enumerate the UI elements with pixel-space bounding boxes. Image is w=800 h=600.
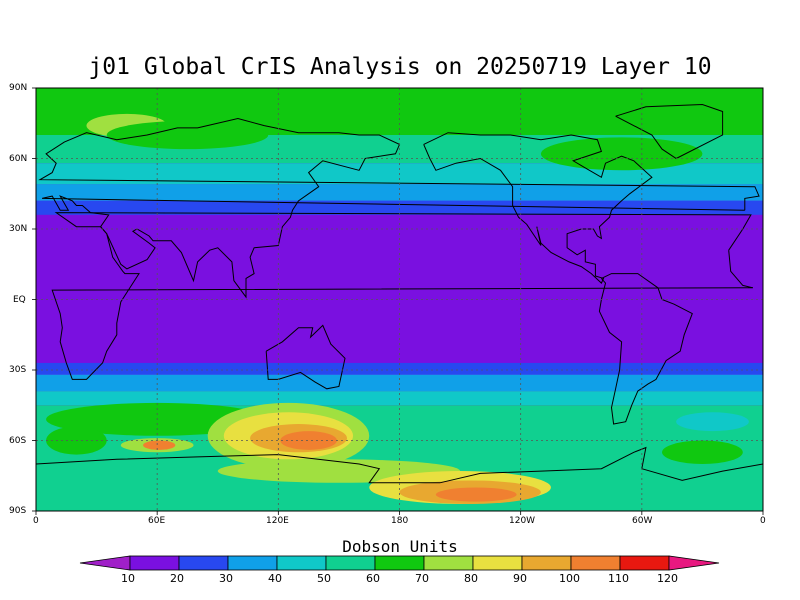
colorbar-low-arrow bbox=[79, 555, 131, 571]
lat-label-60n: 60N bbox=[9, 154, 28, 164]
colorbar-cell bbox=[619, 555, 670, 571]
lon-label-180: 180 bbox=[391, 516, 409, 526]
ozone-blob-1 bbox=[106, 120, 269, 150]
ozone-band-4 bbox=[36, 200, 763, 215]
ozone-blob-12 bbox=[435, 487, 517, 502]
ozone-blob-6 bbox=[280, 431, 337, 450]
colorbar-high-arrow bbox=[668, 555, 720, 571]
ozone-band-3 bbox=[36, 184, 763, 201]
colorbar-cell bbox=[374, 555, 425, 571]
coastline-eurasia bbox=[38, 117, 760, 299]
lat-label-30n: 30N bbox=[9, 224, 28, 234]
lon-label-0-east: 0 bbox=[760, 516, 766, 526]
ozone-blob-16 bbox=[540, 137, 703, 171]
ozone-blob-15 bbox=[676, 412, 749, 432]
colorbar-label-10: 10 bbox=[121, 572, 135, 585]
colorbar-label-100: 100 bbox=[559, 572, 580, 585]
colorbar-cell bbox=[570, 555, 621, 571]
map-frame bbox=[35, 87, 764, 512]
coastline-antarctica bbox=[36, 446, 763, 484]
lat-label-30s: 30S bbox=[9, 365, 27, 375]
colorbar bbox=[79, 555, 720, 571]
colorbar-label-30: 30 bbox=[219, 572, 233, 585]
lon-label-60e: 60E bbox=[148, 516, 166, 526]
colorbar-label-90: 90 bbox=[513, 572, 527, 585]
lon-label-120e: 120E bbox=[266, 516, 289, 526]
colorbar-cell bbox=[276, 555, 327, 571]
colorbar-title: Dobson Units bbox=[342, 537, 458, 556]
ozone-band-7 bbox=[36, 374, 763, 392]
colorbar-cell bbox=[129, 555, 180, 571]
colorbar-label-70: 70 bbox=[415, 572, 429, 585]
colorbar-label-110: 110 bbox=[608, 572, 629, 585]
ozone-blob-13 bbox=[662, 440, 743, 464]
lat-label-90s: 90S bbox=[9, 506, 27, 516]
coastline-africa bbox=[51, 212, 754, 380]
colorbar-cell bbox=[521, 555, 572, 571]
colorbar-label-120: 120 bbox=[657, 572, 678, 585]
grid-lines bbox=[32, 87, 764, 515]
ozone-blob-8 bbox=[143, 440, 176, 450]
coastlines bbox=[36, 103, 763, 484]
colorbar-cell bbox=[227, 555, 278, 571]
colorbar-label-60: 60 bbox=[366, 572, 380, 585]
lat-label-60s: 60S bbox=[9, 436, 27, 446]
lat-label-90n: 90N bbox=[9, 83, 28, 93]
coastline-north-america bbox=[423, 132, 653, 284]
lon-label-0: 0 bbox=[33, 516, 39, 526]
colorbar-label-80: 80 bbox=[464, 572, 478, 585]
coastline-australia bbox=[265, 324, 346, 390]
lon-label-60w: 60W bbox=[632, 516, 653, 526]
colorbar-cell bbox=[178, 555, 229, 571]
colorbar-cell bbox=[472, 555, 523, 571]
colorbar-cell bbox=[423, 555, 474, 571]
lon-label-120w: 120W bbox=[509, 516, 536, 526]
colorbar-label-50: 50 bbox=[317, 572, 331, 585]
lat-label-eq: EQ bbox=[13, 295, 26, 305]
map-title: j01 Global CrIS Analysis on 20250719 Lay… bbox=[88, 54, 712, 80]
colorbar-label-20: 20 bbox=[170, 572, 184, 585]
colorbar-label-40: 40 bbox=[268, 572, 282, 585]
colorbar-cell bbox=[325, 555, 376, 571]
coastline-greenland bbox=[615, 103, 724, 160]
